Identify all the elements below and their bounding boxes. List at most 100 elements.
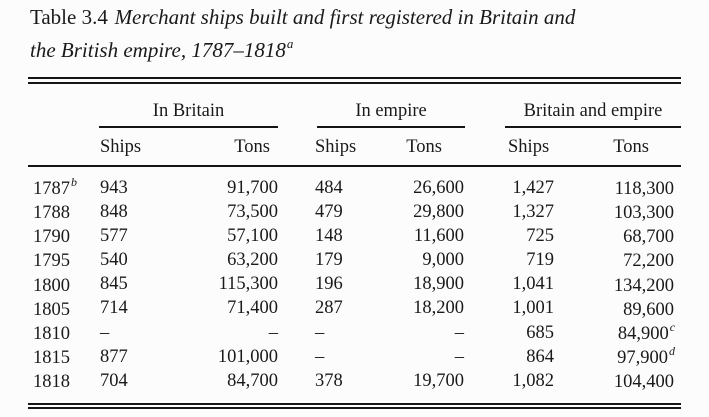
- column-header-ships-britain-empire: Ships: [467, 128, 558, 167]
- column-header-tons-britain: Tons: [162, 128, 282, 167]
- tons-value: 89,600: [623, 299, 675, 320]
- cell-year: 1787b: [28, 166, 96, 200]
- cell-tons-britain-empire: 134,200: [557, 273, 681, 297]
- year-value: 1810: [33, 324, 70, 345]
- cell-tons-britain-empire: 104,400: [557, 369, 681, 393]
- cell-year: 1818: [28, 369, 96, 393]
- table-title-line2: the British empire, 1787–1818: [30, 38, 286, 62]
- cell-year: 1815: [28, 345, 96, 369]
- tons-value: 104,400: [613, 372, 675, 393]
- cell-tons-britain-empire: 89,600: [557, 297, 681, 321]
- year-value: 1788: [33, 203, 70, 224]
- cell-ships-britain: 845: [100, 274, 128, 295]
- footnote-marker-b: b: [71, 175, 77, 189]
- cell-tons-britain-empire: 72,200: [557, 248, 681, 272]
- cell-ships-empire: –: [315, 322, 325, 343]
- merchant-ships-table: In Britain In empire Britain and empire …: [28, 84, 682, 393]
- cell-tons-britain: 91,700: [227, 177, 279, 198]
- tons-value: 118,300: [614, 179, 675, 200]
- table-number: Table 3.4: [30, 5, 108, 29]
- cell-year: 1788: [28, 200, 96, 224]
- footnote-marker-c: c: [669, 319, 676, 334]
- cell-tons-britain: 101,000: [217, 346, 279, 367]
- table-row-1790: 1790 577 57,100 148 11,600 725 68,700: [28, 224, 681, 248]
- table-row-1800: 1800 845 115,300 196 18,900 1,041 134,20…: [28, 273, 681, 297]
- cell-ships-empire: 479: [315, 201, 343, 222]
- cell-tons-empire: –: [454, 322, 465, 343]
- cell-ships-britain: 714: [100, 298, 128, 319]
- year-value: 1795: [33, 251, 70, 272]
- cell-year: 1790: [28, 224, 96, 248]
- column-group-in-britain: In Britain: [99, 101, 279, 128]
- cell-ships-britain-empire: 1,082: [512, 370, 555, 391]
- cell-ships-britain: 848: [100, 201, 128, 222]
- cell-ships-empire: 378: [315, 370, 343, 391]
- year-value: 1815: [33, 348, 70, 369]
- cell-ships-britain-empire: 1,327: [512, 201, 555, 222]
- cell-tons-britain-empire: 84,900c: [557, 319, 681, 345]
- cell-ships-empire: 148: [315, 225, 343, 246]
- cell-ships-empire: 179: [315, 250, 343, 271]
- cell-tons-britain: 71,400: [227, 298, 279, 319]
- table-caption-line1: Table 3.4 Merchant ships built and first …: [30, 4, 690, 31]
- cell-tons-britain: 73,500: [227, 201, 279, 222]
- column-group-spacer: [28, 84, 96, 128]
- year-value: 1800: [33, 275, 70, 296]
- cell-ships-britain-empire: 685: [526, 322, 555, 343]
- cell-tons-empire: 18,200: [413, 298, 465, 319]
- tons-value: 134,200: [613, 275, 675, 296]
- top-double-rule: [28, 77, 681, 84]
- cell-ships-empire: 196: [315, 274, 343, 295]
- column-header-row: Ships Tons Ships Tons Ships Tons: [28, 128, 682, 167]
- cell-tons-britain: 63,200: [227, 250, 279, 271]
- cell-tons-britain-empire: 97,900d: [557, 344, 681, 369]
- cell-tons-empire: 11,600: [413, 225, 465, 246]
- cell-ships-britain-empire: 1,041: [512, 274, 555, 295]
- cell-ships-britain-empire: 1,427: [512, 177, 555, 198]
- cell-tons-britain: 115,300: [218, 274, 279, 295]
- cell-ships-britain: 577: [100, 225, 128, 246]
- year-value: 1805: [33, 299, 70, 320]
- cell-ships-britain: –: [100, 322, 110, 343]
- tons-value: 84,900: [617, 324, 669, 345]
- tons-value: 72,200: [623, 251, 675, 272]
- tons-value: 103,300: [613, 203, 675, 224]
- tons-value: 68,700: [623, 227, 675, 248]
- column-header-tons-empire: Tons: [380, 128, 468, 167]
- cell-ships-britain: 877: [100, 346, 128, 367]
- cell-tons-empire: 9,000: [422, 250, 465, 271]
- cell-ships-britain-empire: 1,001: [512, 298, 555, 319]
- cell-tons-empire: 29,800: [413, 201, 465, 222]
- column-group-britain-and-empire: Britain and empire: [505, 101, 682, 128]
- year-value: 1790: [33, 227, 70, 248]
- column-header-tons-britain-empire: Tons: [557, 128, 682, 167]
- cell-year: 1805: [28, 297, 96, 321]
- cell-ships-britain-empire: 864: [526, 346, 555, 367]
- column-group-row: In Britain In empire Britain and empire: [28, 84, 682, 128]
- cell-tons-empire: 18,900: [413, 274, 465, 295]
- table-row-1810: 1810 – – – – 685 84,900c: [28, 319, 681, 345]
- table-title-line1: Merchant ships built and first registere…: [114, 5, 576, 29]
- table-row-1787: 1787b 943 91,700 484 26,600 1,427 118,30…: [28, 166, 681, 200]
- table-container: In Britain In empire Britain and empire …: [28, 77, 682, 410]
- cell-ships-britain: 540: [100, 250, 128, 271]
- table-row-1795: 1795 540 63,200 179 9,000 719 72,200: [28, 248, 681, 272]
- table-caption: Table 3.4 Merchant ships built and first …: [30, 4, 690, 64]
- bottom-double-rule: [28, 403, 681, 410]
- cell-ships-britain-empire: 725: [526, 225, 555, 246]
- cell-year: 1800: [28, 273, 96, 297]
- column-header-year-spacer: [28, 128, 96, 167]
- cell-ships-empire: –: [315, 346, 325, 367]
- table-row-1805: 1805 714 71,400 287 18,200 1,001 89,600: [28, 297, 681, 321]
- cell-tons-britain-empire: 103,300: [557, 200, 681, 224]
- cell-tons-britain-empire: 68,700: [557, 224, 681, 248]
- table-row-1788: 1788 848 73,500 479 29,800 1,327 103,300: [28, 200, 681, 224]
- footnote-marker-d: d: [669, 344, 676, 359]
- cell-ships-empire: 287: [315, 298, 343, 319]
- table-caption-line2: the British empire, 1787–1818a: [30, 31, 690, 64]
- column-header-ships-britain: Ships: [96, 128, 162, 167]
- cell-tons-empire: 26,600: [413, 177, 465, 198]
- cell-tons-britain: 84,700: [227, 370, 279, 391]
- year-value: 1818: [33, 372, 70, 393]
- column-group-in-empire: In empire: [317, 101, 466, 128]
